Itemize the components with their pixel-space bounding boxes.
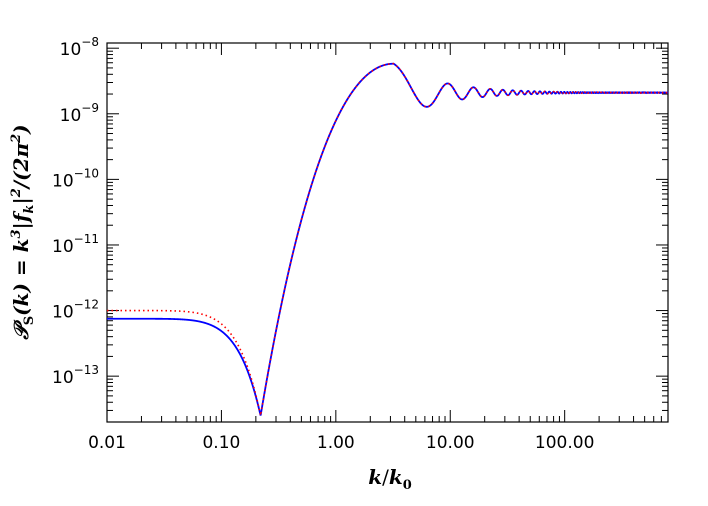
x-tick-label: 1.00	[317, 433, 355, 453]
series-line-solid	[107, 62, 669, 416]
series-group	[107, 62, 669, 416]
x-axis-label: k/k0	[368, 465, 412, 493]
y-tick-label: 10−9	[60, 101, 99, 126]
y-tick-label: 10−8	[60, 35, 99, 60]
x-tick-label: 0.01	[88, 433, 126, 453]
x-tick-label: 10.00	[426, 433, 475, 453]
y-axis-label: 𝒫S(k) = k3|fk|2/(2π2)	[9, 124, 37, 340]
y-tick-label: 10−11	[52, 232, 99, 257]
axis-ticks	[106, 43, 669, 423]
x-tick-label: 0.10	[202, 433, 240, 453]
tick-labels: 0.01 0.10 1.00 10.00 100.00 10−13 10−12 10−11 10…	[52, 35, 594, 453]
x-tick-label: 100.00	[535, 433, 594, 453]
series-line-dotted	[107, 62, 669, 416]
y-tick-label: 10−12	[52, 298, 99, 323]
plot-axes	[106, 42, 669, 423]
y-tick-label: 10−13	[52, 363, 99, 388]
plot-frame	[106, 42, 669, 423]
y-tick-label: 10−10	[52, 166, 99, 191]
